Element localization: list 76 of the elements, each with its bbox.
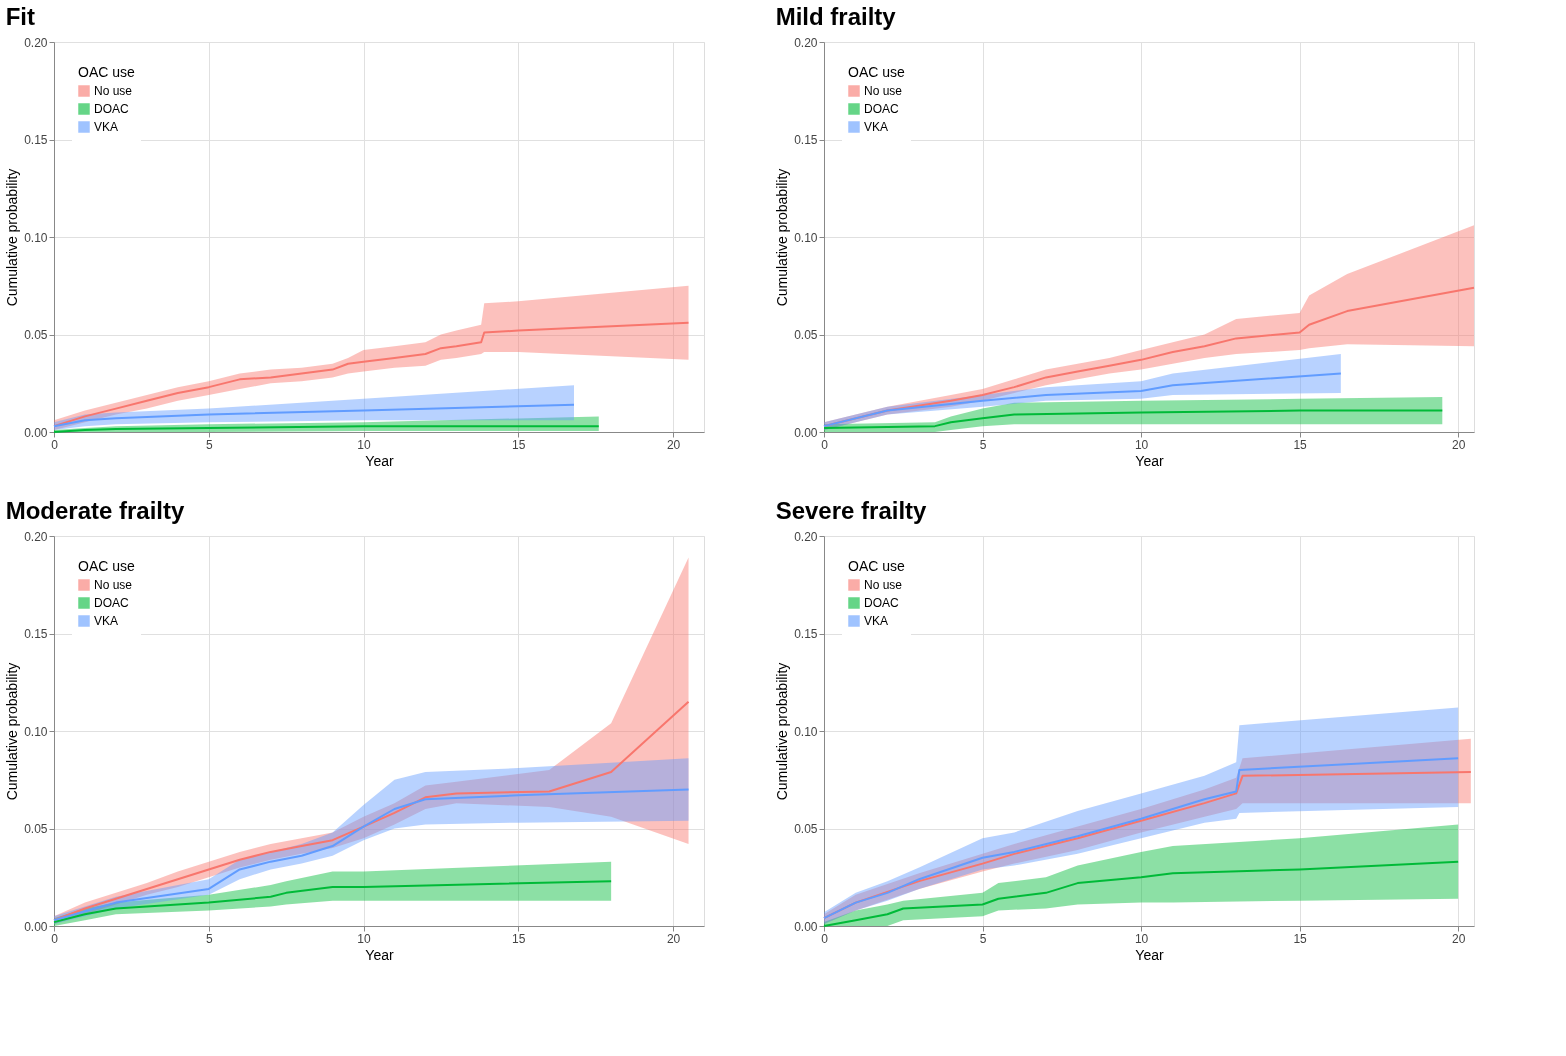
y-tick-label: 0.10 — [794, 230, 818, 245]
x-axis-title: Year — [1135, 452, 1164, 469]
x-tick-label: 20 — [666, 931, 681, 946]
line-series — [53, 403, 575, 428]
legend-label: DOAC — [864, 102, 899, 116]
y-tick-label: 0.20 — [24, 35, 48, 50]
x-tick-label: 5 — [979, 931, 987, 946]
y-tick-label: 0.20 — [794, 529, 818, 544]
legend-title: OAC use — [848, 64, 906, 80]
legend-label: VKA — [94, 120, 119, 134]
x-tick-label: 5 — [205, 931, 213, 946]
x-axis-title: Year — [365, 452, 394, 469]
x-tick-label: 20 — [1451, 931, 1466, 946]
y-tick-label: 0.05 — [794, 328, 818, 342]
y-axis-title: Cumulative probability — [774, 662, 791, 801]
x-tick-label: 10 — [1134, 437, 1149, 452]
legend-label: No use — [864, 578, 903, 592]
legend-label: VKA — [94, 614, 119, 628]
y-tick-label: 0.05 — [24, 328, 48, 342]
y-tick-label: 0.10 — [794, 724, 818, 739]
x-tick-label: 15 — [512, 437, 526, 452]
y-tick-label: 0.15 — [24, 627, 48, 641]
y-tick-label: 0.00 — [24, 425, 48, 440]
line-series — [53, 788, 690, 922]
x-tick-label: 0 — [51, 931, 59, 946]
x-tick-label: 5 — [979, 437, 987, 452]
y-axis-title: Cumulative probability — [4, 662, 21, 801]
x-tick-label: 0 — [51, 437, 59, 452]
x-tick-label: 15 — [512, 931, 526, 946]
y-tick-label: 0.00 — [794, 425, 818, 440]
x-tick-label: 10 — [357, 437, 372, 452]
legend-label: VKA — [864, 120, 889, 134]
legend-label: DOAC — [864, 596, 899, 610]
y-axis-title: Cumulative probability — [4, 168, 21, 307]
x-tick-label: 15 — [1293, 931, 1308, 946]
y-tick-label: 0.15 — [794, 627, 818, 641]
x-axis-title: Year — [365, 946, 394, 963]
legend-title: OAC use — [78, 64, 136, 80]
line-series — [53, 321, 690, 428]
legend-label: No use — [94, 84, 133, 98]
line-series — [823, 860, 1460, 927]
x-tick-label: 15 — [1293, 437, 1308, 452]
x-tick-label: 10 — [1134, 931, 1149, 946]
legend-label: VKA — [864, 614, 889, 628]
legend-label: DOAC — [94, 102, 129, 116]
legend-label: DOAC — [94, 596, 129, 610]
chart-title: Fit — [5, 3, 35, 30]
line-series — [823, 372, 1342, 428]
y-tick-label: 0.20 — [794, 35, 818, 50]
y-tick-label: 0.00 — [794, 919, 818, 934]
chart-title: Mild frailty — [775, 3, 897, 30]
x-tick-label: 20 — [666, 437, 681, 452]
x-tick-label: 10 — [357, 931, 372, 946]
y-tick-label: 0.15 — [24, 133, 48, 147]
x-tick-label: 0 — [821, 437, 829, 452]
y-tick-label: 0.15 — [794, 133, 818, 147]
legend-label: No use — [94, 578, 133, 592]
x-tick-label: 0 — [821, 931, 829, 946]
chart-title: Moderate frailty — [5, 497, 186, 524]
x-tick-label: 5 — [205, 437, 213, 452]
x-tick-label: 20 — [1451, 437, 1466, 452]
y-axis-title: Cumulative probability — [774, 168, 791, 307]
y-tick-label: 0.20 — [24, 529, 48, 544]
line-series — [823, 409, 1444, 430]
y-tick-label: 0.00 — [24, 919, 48, 934]
line-series — [53, 700, 690, 922]
x-axis-title: Year — [1135, 946, 1164, 963]
legend-title: OAC use — [78, 558, 136, 574]
y-tick-label: 0.10 — [24, 724, 48, 739]
legend-title: OAC use — [848, 558, 906, 574]
y-tick-label: 0.05 — [794, 822, 818, 836]
legend-label: No use — [864, 84, 903, 98]
chart-title: Severe frailty — [775, 497, 928, 524]
line-series — [53, 880, 613, 924]
y-tick-label: 0.05 — [24, 822, 48, 836]
y-tick-label: 0.10 — [24, 230, 48, 245]
